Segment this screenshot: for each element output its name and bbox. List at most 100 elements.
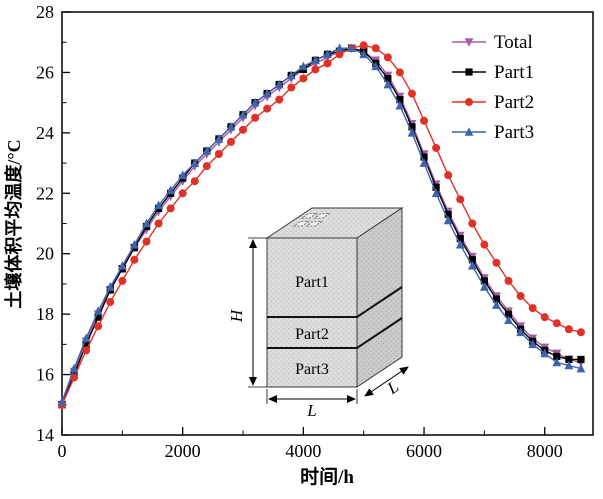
y-tick-label: 24 — [36, 123, 54, 143]
marker-triangle-up — [262, 88, 272, 98]
marker-triangle-up — [190, 158, 200, 167]
marker-circle — [456, 195, 465, 204]
series-layer — [57, 41, 586, 410]
marker-square — [480, 277, 488, 285]
y-tick-label: 16 — [36, 365, 54, 385]
legend-label-part1: Part1 — [494, 62, 534, 83]
marker-circle — [94, 322, 103, 331]
marker-triangle-up — [540, 348, 550, 358]
x-tick-label: 2000 — [165, 441, 201, 461]
marker-circle — [142, 237, 151, 246]
marker-circle — [564, 325, 573, 334]
marker-triangle-up — [142, 218, 151, 228]
marker-square — [420, 153, 428, 161]
marker-triangle-up — [69, 363, 79, 373]
marker-circle — [480, 240, 489, 249]
marker-triangle-up — [286, 70, 296, 80]
marker-triangle-up — [335, 43, 344, 53]
marker-circle — [226, 137, 235, 146]
marker-square — [553, 352, 561, 361]
marker-triangle-up — [130, 239, 139, 249]
marker-square — [408, 123, 416, 131]
y-tick-label: 28 — [36, 2, 54, 22]
marker-triangle-up — [516, 327, 525, 337]
marker-square — [432, 183, 440, 191]
marker-circle — [516, 292, 525, 301]
height-dimension-label: H — [227, 308, 246, 323]
marker-circle — [492, 258, 501, 267]
marker-triangle-up — [323, 49, 332, 59]
y-tick-label: 26 — [36, 62, 54, 82]
marker-circle — [166, 204, 175, 213]
marker-triangle-up — [105, 282, 115, 291]
marker-circle — [202, 162, 211, 171]
marker-triangle-up — [395, 100, 405, 110]
marker-circle — [395, 68, 404, 77]
borehole-icon — [300, 213, 318, 219]
inset-part1-label: Part1 — [295, 274, 329, 291]
x-tick-label: 8000 — [527, 441, 563, 461]
marker-square — [384, 74, 392, 83]
marker-circle — [432, 143, 441, 152]
marker-circle — [118, 276, 127, 285]
marker-square — [456, 235, 464, 243]
series-line-part3 — [61, 47, 582, 403]
y-tick-label: 14 — [36, 425, 54, 445]
inset-part3-label: Part3 — [295, 361, 329, 378]
x-tick-label: 6000 — [406, 441, 442, 461]
chart-legend: Total Part1 Part2 Part3 — [452, 32, 534, 143]
marker-triangle-up — [443, 215, 453, 225]
marker-circle — [178, 189, 187, 198]
inset-divider-1 — [267, 286, 403, 318]
marker-triangle-up — [371, 61, 381, 71]
y-axis-label: 土壤体积平均温度/°C — [3, 139, 24, 308]
borehole-icon — [305, 221, 323, 227]
marker-triangle-up — [298, 61, 308, 71]
inset-diagram: Part1 Part2 Part3 H L L — [227, 207, 409, 420]
marker-triangle-up — [93, 306, 103, 315]
marker-circle — [504, 276, 513, 285]
marker-triangle-up — [528, 339, 538, 349]
inset-part2-label: Part2 — [295, 326, 329, 343]
marker-circle — [299, 74, 308, 83]
marker-circle — [528, 304, 537, 313]
marker-triangle-up — [479, 282, 489, 291]
marker-square — [465, 68, 473, 76]
marker-square — [396, 96, 404, 104]
marker-square — [82, 340, 90, 348]
marker-square — [444, 210, 452, 219]
depth-dimension-label: L — [383, 377, 402, 399]
marker-triangle-up — [202, 146, 212, 155]
marker-circle — [420, 116, 429, 125]
marker-triangle-up — [564, 360, 574, 370]
inset-side-face — [356, 207, 403, 388]
axes-layer: 0 2000 4000 6000 8000 14 16 18 20 22 24 26 28 — [36, 2, 594, 461]
marker-circle — [335, 50, 344, 59]
marker-circle — [407, 89, 416, 98]
marker-circle — [552, 319, 561, 328]
marker-circle — [130, 255, 139, 264]
marker-circle — [383, 53, 392, 62]
marker-circle — [239, 125, 248, 134]
marker-triangle-up — [238, 109, 248, 119]
marker-circle — [576, 328, 585, 337]
marker-triangle-up — [347, 43, 357, 53]
marker-circle — [359, 41, 368, 50]
inset-front-face — [266, 237, 358, 388]
marker-triangle-up — [166, 185, 176, 195]
marker-triangle-up — [57, 396, 67, 406]
marker-triangle-up — [359, 49, 369, 59]
borehole-icon — [313, 213, 331, 219]
marker-square — [504, 310, 513, 318]
marker-circle — [323, 59, 332, 68]
x-tick-label: 4000 — [285, 441, 321, 461]
marker-triangle-up — [407, 128, 417, 137]
marker-circle — [214, 150, 223, 159]
marker-circle — [465, 98, 473, 106]
x-tick-label: 0 — [58, 441, 67, 461]
marker-triangle-up — [154, 200, 163, 210]
marker-circle — [371, 44, 380, 53]
marker-circle — [311, 65, 320, 74]
marker-triangle-up — [504, 315, 513, 324]
